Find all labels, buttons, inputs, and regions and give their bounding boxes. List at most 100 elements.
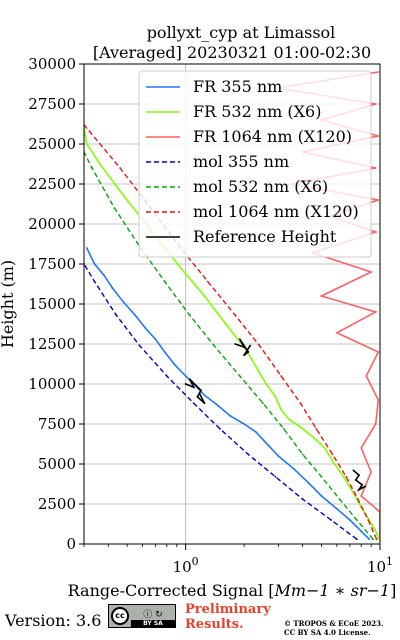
- data-point-mol-532-nm-x6: [301, 453, 304, 456]
- series-line-mol-355-nm: [84, 263, 358, 540]
- legend-box: [138, 70, 372, 258]
- data-point-fr-532-nm-x6: [224, 322, 227, 325]
- data-point-mol-532-nm-x6: [238, 375, 241, 377]
- cc-license-badge[interactable]: cc ⓘ ↻ BY SA: [108, 604, 176, 628]
- data-point-mol-532-nm-x6: [91, 167, 93, 169]
- data-point-mol-355-nm: [301, 498, 304, 501]
- data-point-fr-532-nm-x6: [251, 359, 254, 361]
- data-point-mol-355-nm: [247, 453, 250, 456]
- data-point-mol-532-nm-x6: [282, 427, 285, 430]
- data-point-reference-height: [249, 344, 252, 347]
- data-point-fr-355-nm: [184, 375, 187, 377]
- legend-label-fr-355-nm: FR 355 nm: [193, 77, 282, 96]
- data-point-reference-height: [203, 402, 206, 405]
- y-tick-label: 17500: [28, 255, 76, 273]
- y-tick-label: 15000: [28, 295, 76, 313]
- copyright-line-2: CC BY SA 4.0 License.: [284, 628, 371, 637]
- data-point-reference-height: [234, 343, 237, 345]
- data-point-reference-height: [354, 479, 357, 481]
- data-point-mol-532-nm-x6: [113, 207, 116, 209]
- data-point-fr-1064-nm-x120: [360, 495, 363, 497]
- chart-subtitle: [Averaged] 20230321 01:00-02:30: [93, 43, 371, 62]
- data-point-reference-height: [243, 354, 246, 357]
- y-tick-label: 10000: [28, 375, 76, 393]
- data-point-fr-532-nm-x6: [323, 447, 326, 449]
- y-tick-label: 27500: [28, 95, 76, 113]
- y-tick-label: 30000: [28, 55, 76, 73]
- data-point-mol-1064-nm-x120: [119, 167, 121, 169]
- data-point-mol-532-nm-x6: [355, 519, 358, 521]
- data-point-fr-532-nm-x6: [301, 427, 304, 430]
- data-point-fr-532-nm-x6: [234, 335, 237, 337]
- data-point-fr-532-nm-x6: [274, 395, 277, 398]
- data-point-reference-height: [358, 488, 360, 491]
- data-point-fr-1064-nm-x120: [377, 351, 380, 353]
- data-point-mol-1064-nm-x120: [280, 375, 282, 377]
- data-point-fr-355-nm: [111, 287, 114, 289]
- data-point-fr-1064-nm-x120: [374, 231, 377, 233]
- data-point-reference-height: [200, 389, 202, 392]
- data-point-reference-height: [184, 383, 187, 385]
- data-point-fr-532-nm-x6: [265, 383, 268, 385]
- data-point-fr-1064-nm-x120: [370, 271, 372, 273]
- data-point-mol-355-nm: [138, 344, 141, 347]
- series-line-fr-355-nm: [86, 247, 370, 540]
- series-line-reference-height: [234, 338, 251, 356]
- data-point-fr-532-nm-x6: [180, 267, 183, 270]
- data-point-fr-532-nm-x6: [331, 459, 334, 462]
- data-point-fr-532-nm-x6: [126, 199, 128, 201]
- data-point-mol-1064-nm-x120: [234, 314, 237, 317]
- data-point-mol-532-nm-x6: [163, 280, 166, 283]
- data-point-fr-1064-nm-x120: [365, 375, 368, 377]
- data-point-mol-1064-nm-x120: [375, 538, 378, 541]
- version-label: Version: 3.6: [5, 611, 102, 630]
- data-point-fr-355-nm: [368, 538, 371, 541]
- data-point-mol-355-nm: [93, 280, 96, 283]
- data-point-fr-355-nm: [229, 415, 232, 417]
- y-tick-label: 20000: [28, 215, 76, 233]
- x-axis-label: Range-Corrected Signal [Mm−1 ∗ sr−1]: [68, 581, 397, 600]
- legend-label-fr-1064-nm-x120: FR 1064 nm (X120): [193, 127, 352, 146]
- data-point-fr-1064-nm-x120: [320, 295, 323, 297]
- data-point-mol-1064-nm-x120: [315, 427, 318, 430]
- preliminary-line-2: Results.: [185, 617, 244, 632]
- y-tick-label: 0: [66, 535, 76, 553]
- series-line-reference-height: [352, 469, 366, 492]
- data-point-fr-355-nm: [292, 467, 295, 470]
- x-tick-label: 100: [173, 555, 199, 576]
- data-point-fr-532-nm-x6: [111, 179, 114, 182]
- data-point-fr-1064-nm-x120: [377, 135, 380, 137]
- y-tick-label: 2500: [38, 495, 76, 513]
- data-point-fr-1064-nm-x120: [377, 199, 380, 201]
- data-point-reference-height: [196, 395, 199, 398]
- data-point-fr-532-nm-x6: [192, 282, 195, 285]
- data-point-fr-355-nm: [203, 394, 206, 397]
- preliminary-line-1: Preliminary: [185, 602, 271, 617]
- data-point-fr-1064-nm-x120: [374, 103, 377, 105]
- chart-title: pollyxt_cyp at Limassol: [147, 23, 336, 42]
- data-point-mol-355-nm: [355, 538, 358, 541]
- cc-by-sa-label: BY SA: [131, 620, 175, 627]
- data-point-fr-355-nm: [163, 351, 166, 353]
- data-point-fr-355-nm: [154, 338, 157, 341]
- cc-icon: cc: [111, 607, 129, 625]
- data-point-fr-355-nm: [349, 519, 351, 521]
- data-point-fr-355-nm: [122, 301, 125, 304]
- axis-ticks: 0 2500 5000 7500 10000 12500 15000 17500 20000 22…: [28, 55, 393, 576]
- data-point-reference-height: [247, 351, 250, 353]
- data-point-mol-532-nm-x6: [213, 344, 215, 347]
- y-tick-label: 7500: [38, 415, 76, 433]
- y-tick-label: 12500: [28, 335, 76, 353]
- data-point-mol-532-nm-x6: [262, 402, 264, 405]
- data-point-fr-532-nm-x6: [342, 475, 345, 478]
- data-point-fr-532-nm-x6: [98, 162, 101, 165]
- data-point-mol-355-nm: [274, 475, 277, 478]
- data-point-fr-1064-nm-x120: [374, 423, 377, 425]
- data-point-fr-532-nm-x6: [213, 307, 215, 310]
- data-point-reference-height: [352, 469, 355, 472]
- legend-label-reference-height: Reference Height: [193, 227, 337, 246]
- legend-label-mol-355-nm: mol 355 nm: [193, 152, 289, 171]
- data-point-mol-1064-nm-x120: [88, 130, 91, 133]
- data-point-fr-355-nm: [173, 363, 176, 366]
- data-point-reference-height: [364, 485, 367, 488]
